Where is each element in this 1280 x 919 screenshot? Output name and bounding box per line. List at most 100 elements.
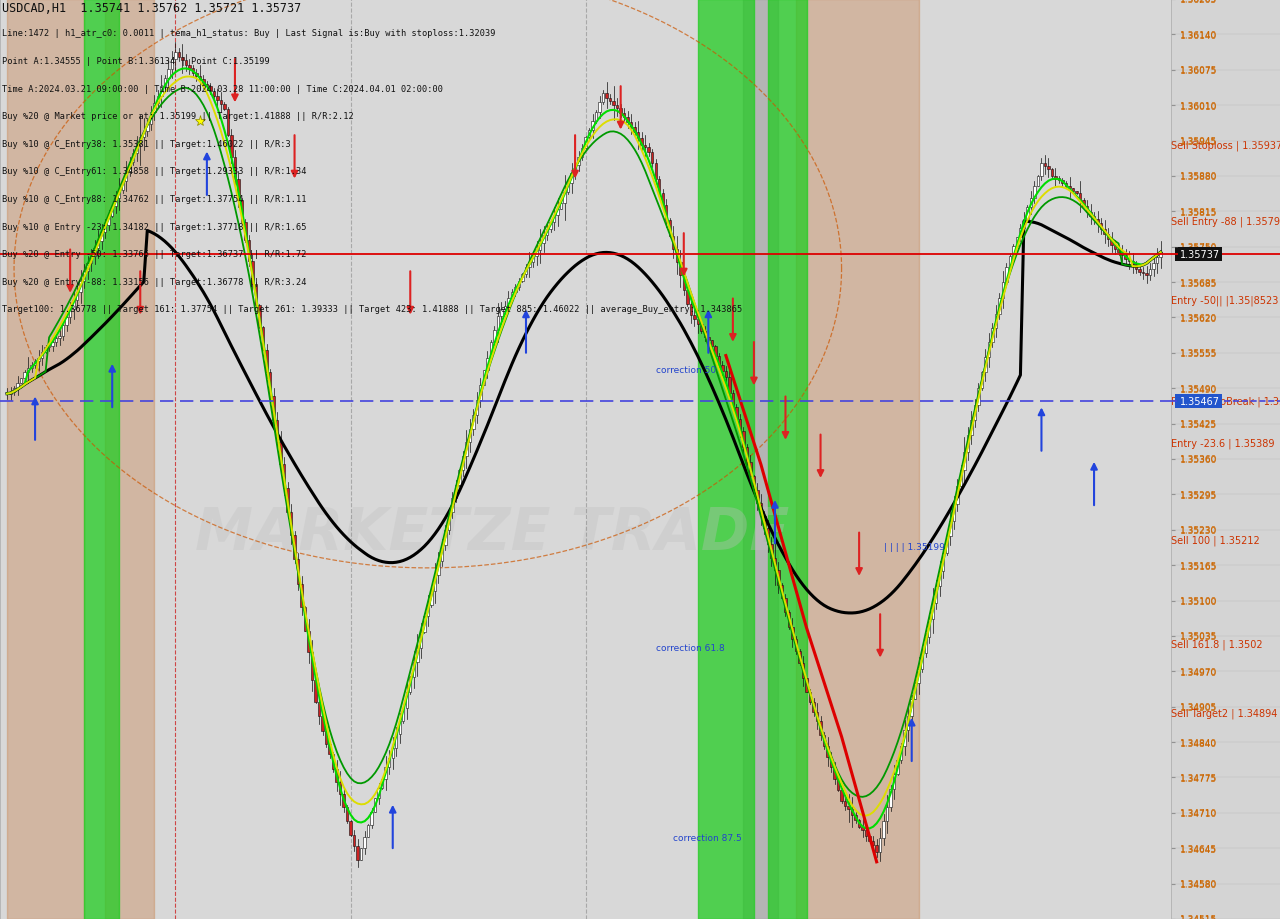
Bar [73,301,74,310]
Text: correction 50: correction 50 [655,366,716,374]
Bar [392,749,394,758]
Bar [321,717,324,732]
Text: 1.34905: 1.34905 [1180,702,1217,711]
Bar [125,172,128,182]
Bar [545,230,548,236]
Bar [476,400,479,416]
Text: 1.34580: 1.34580 [1180,879,1217,888]
Bar [970,421,973,436]
Bar [876,845,878,852]
Text: 1.34515: 1.34515 [1180,914,1217,919]
Bar [212,92,215,96]
Text: MARKETZE TRADE: MARKETZE TRADE [195,505,788,562]
Bar [500,310,503,316]
Bar [184,61,187,66]
Bar [83,272,86,282]
Bar [692,315,695,319]
Bar [1117,250,1120,253]
Bar [742,432,745,448]
Bar [511,293,513,298]
Bar [424,617,425,632]
Bar [763,516,765,528]
Bar [577,157,580,166]
Bar [616,106,618,109]
Bar [531,256,534,263]
Text: Sell Entry -88 | 1.35797: Sell Entry -88 | 1.35797 [1171,217,1280,227]
Bar [388,758,390,767]
Bar [557,210,559,216]
Bar [563,193,566,204]
Bar [1033,187,1036,199]
Bar [796,0,919,919]
Bar [1057,179,1060,181]
Bar [721,365,723,372]
Bar [293,536,296,560]
Bar [100,233,102,242]
Bar [114,199,116,207]
Bar [672,236,675,249]
Bar [128,163,131,172]
Bar [206,85,209,87]
Bar [136,144,138,153]
Text: Buy %20 @ Entry -50: 1.33766 || Target:1.36737 || R/R:1.72: Buy %20 @ Entry -50: 1.33766 || Target:1… [3,250,307,259]
Bar [605,94,608,98]
Bar [104,225,106,233]
Text: Buy %10 @ C_Entry61: 1.34858 || Target:1.29333 || R/R:1.34: Buy %10 @ C_Entry61: 1.34858 || Target:1… [3,167,307,176]
Text: 1.35490: 1.35490 [1180,384,1217,393]
Bar [910,699,913,716]
Text: 1.35295: 1.35295 [1180,491,1217,499]
Bar [637,133,640,139]
Bar [230,135,233,158]
Bar [486,358,489,371]
Bar [434,575,436,591]
Bar [398,721,401,734]
Bar [202,80,205,85]
Bar [262,327,264,350]
Bar [412,663,415,677]
Bar [493,331,495,343]
Bar [150,112,152,125]
Text: 1.35750: 1.35750 [1180,243,1217,252]
Bar [118,190,120,199]
Bar [991,328,993,343]
Bar [1029,199,1032,208]
Bar [680,263,681,276]
Bar [426,605,429,617]
Bar [904,730,906,746]
Bar [23,372,26,379]
Bar [746,448,748,462]
Bar [773,559,776,571]
Text: 1.35467: 1.35467 [1176,396,1217,406]
Bar [84,0,119,919]
Text: correction 87.5: correction 87.5 [673,834,742,842]
Bar [27,369,29,372]
Bar [872,841,874,845]
Bar [13,389,15,393]
Bar [861,827,864,830]
Bar [771,545,773,559]
Bar [1160,253,1162,258]
Bar [781,585,783,598]
Bar [585,138,586,149]
Bar [847,806,850,810]
Text: 1.35945: 1.35945 [1180,137,1217,146]
Bar [325,732,328,744]
Bar [307,631,310,652]
Bar [265,350,268,373]
Bar [924,638,927,653]
Bar [676,249,678,263]
Bar [690,304,692,315]
Bar [952,505,955,522]
Bar [960,471,963,487]
Bar [1083,200,1084,207]
Bar [122,182,124,190]
Bar [1132,262,1134,266]
Bar [142,132,145,138]
Bar [654,164,657,180]
Bar [914,683,916,699]
Bar [195,74,197,77]
Bar [1097,221,1098,223]
Bar [963,452,965,471]
Bar [1089,212,1092,217]
Bar [490,343,492,358]
